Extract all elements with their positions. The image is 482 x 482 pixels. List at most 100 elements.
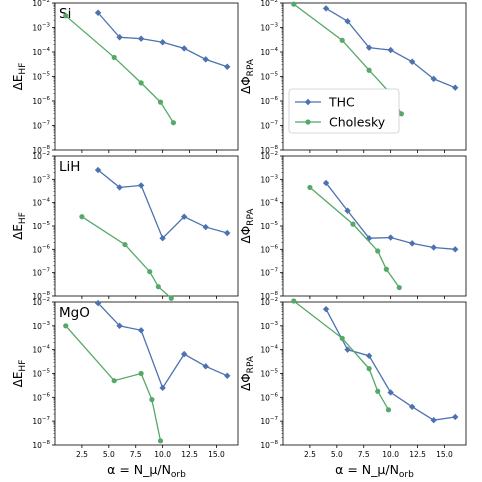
y-tick-label: 10−6: [32, 392, 50, 402]
cholesky-series-line: [65, 15, 174, 124]
cholesky-point: [366, 366, 372, 372]
y-tick-label: 10−8: [32, 291, 50, 301]
y-tick-label: 10−5: [260, 369, 278, 379]
y-tick-label: 10−7: [260, 416, 278, 426]
thc-point: [430, 75, 437, 83]
panel-2: 10−8 10−7 10−6 10−5 10−4 10−3 10−2 ΔΦRPA THC Chol…: [239, 0, 467, 155]
thc-point: [408, 58, 416, 65]
thc-point: [116, 34, 123, 41]
thc-point: [137, 35, 145, 42]
thc-point: [159, 384, 166, 392]
cholesky-point: [138, 80, 144, 86]
y-tick-label: 10−2: [260, 0, 278, 8]
panel-label: MgO: [59, 305, 90, 321]
cholesky-point: [375, 248, 381, 254]
y-tick-label: 10−4: [32, 198, 50, 208]
cholesky-point: [111, 54, 117, 61]
thc-series-line: [97, 302, 228, 390]
thc-point: [452, 246, 459, 253]
thc-point: [322, 305, 330, 313]
thc-point: [387, 46, 394, 54]
cholesky-point: [157, 99, 164, 105]
y-tick-label: 10−6: [260, 96, 278, 106]
y-tick-label: 10−4: [32, 47, 50, 57]
x-tick-label: 12.5: [181, 450, 198, 459]
legend-label: THC: [328, 95, 355, 110]
thc-point: [202, 56, 209, 63]
y-tick-label: 10−6: [32, 96, 50, 106]
thc-point: [137, 182, 145, 189]
cholesky-point: [375, 388, 381, 394]
y-axis-label: ΔEHF: [11, 63, 28, 91]
cholesky-point: [385, 407, 392, 413]
y-tick-label: 10−3: [260, 321, 278, 331]
thc-point: [365, 44, 373, 51]
cholesky-point: [111, 378, 117, 384]
panel-4: 10−8 10−7 10−6 10−5 10−4 10−3 10−2 ΔΦRPA: [239, 151, 467, 301]
y-tick-label: 10−4: [260, 47, 278, 57]
thc-point: [94, 299, 102, 307]
thc-point: [180, 45, 188, 52]
y-tick-label: 10−7: [32, 416, 50, 426]
plot-frame: [54, 301, 239, 446]
x-tick-label: 2.5: [76, 450, 88, 459]
thc-point: [159, 235, 166, 242]
thc-point: [202, 363, 209, 370]
thc-point: [365, 352, 373, 360]
thc-point: [224, 229, 231, 237]
thc-point: [344, 207, 351, 214]
legend-label: Cholesky: [329, 115, 386, 130]
cholesky-point: [63, 323, 69, 329]
thc-series-line: [325, 308, 456, 421]
x-tick-label: 2.5: [304, 450, 316, 459]
cholesky-point: [170, 120, 177, 126]
y-tick-label: 10−2: [32, 0, 50, 8]
cholesky-point: [168, 295, 174, 301]
cholesky-point: [291, 1, 297, 7]
legend-marker: [305, 119, 311, 125]
x-tick-label: 7.5: [358, 450, 370, 459]
cholesky-point: [122, 241, 128, 248]
thc-point: [387, 234, 394, 241]
y-tick-label: 10−7: [260, 121, 278, 131]
y-tick-label: 10−7: [260, 268, 278, 278]
y-tick-label: 10−4: [260, 345, 278, 355]
y-axis-label: ΔΦRPA: [239, 58, 256, 94]
panel-3: 10−8 10−7 10−6 10−5 10−4 10−3 10−2 ΔEHF LiH: [11, 151, 239, 301]
y-axis-label: ΔEHF: [11, 212, 28, 240]
y-tick-label: 10−2: [260, 151, 278, 161]
x-tick-label: 15.0: [208, 450, 225, 459]
plot-frame: [54, 2, 239, 151]
cholesky-point: [149, 397, 155, 403]
y-tick-label: 10−5: [260, 221, 278, 231]
thc-point: [116, 322, 123, 330]
x-tick-label: 12.5: [409, 450, 426, 459]
cholesky-point: [366, 67, 372, 73]
y-tick-label: 10−2: [260, 297, 278, 307]
y-tick-label: 10−8: [32, 145, 50, 155]
cholesky-point: [147, 269, 153, 275]
thc-point: [159, 39, 166, 46]
y-tick-label: 10−5: [32, 369, 50, 379]
thc-point: [322, 5, 330, 12]
thc-point: [387, 389, 394, 396]
thc-point: [430, 244, 437, 251]
cholesky-point: [350, 221, 356, 227]
panel-1: 10−810−710−610−510−410−310−2ΔEHFSi: [11, 0, 239, 155]
cholesky-point: [307, 184, 313, 191]
cholesky-point: [396, 284, 402, 291]
y-tick-label: 10−7: [32, 268, 50, 278]
thc-point: [224, 372, 231, 380]
x-axis-label: α = N_μ/Norb: [335, 462, 414, 480]
cholesky-point: [398, 111, 405, 117]
y-tick-label: 10−6: [260, 244, 278, 254]
y-tick-label: 10−3: [32, 321, 50, 331]
thc-point: [408, 240, 416, 247]
y-tick-label: 10−3: [260, 23, 278, 33]
cholesky-point: [339, 37, 345, 43]
y-axis-label: ΔΦRPA: [239, 208, 256, 244]
plot-frame: [54, 155, 239, 297]
thc-point: [365, 235, 373, 242]
thc-point: [452, 413, 459, 421]
y-tick-label: 10−6: [260, 392, 278, 402]
